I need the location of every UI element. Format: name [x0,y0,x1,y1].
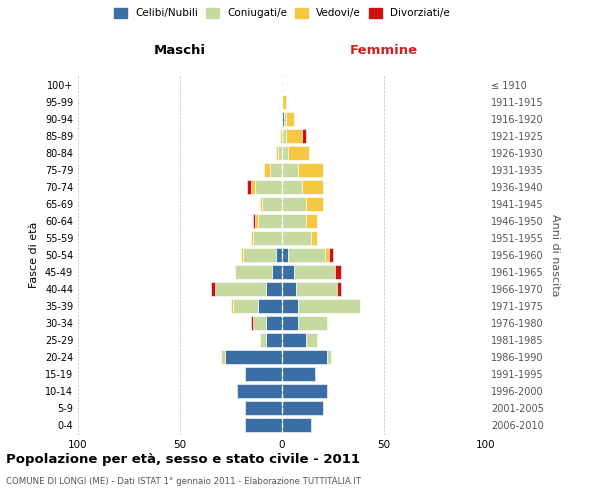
Bar [282,265,294,279]
Bar [282,384,327,398]
Bar [262,197,282,212]
Bar [256,180,282,194]
Bar [278,146,282,160]
Bar [282,350,327,364]
Bar [302,129,307,144]
Legend: Celibi/Nubili, Coniugati/e, Vedovi/e, Divorziati/e: Celibi/Nubili, Coniugati/e, Vedovi/e, Di… [114,8,450,18]
Bar [282,95,286,110]
Bar [282,332,307,347]
Bar [260,197,262,212]
Bar [282,180,302,194]
Bar [211,282,215,296]
Bar [256,214,257,228]
Bar [337,282,341,296]
Bar [251,231,253,245]
Bar [307,332,317,347]
Bar [241,248,243,262]
Bar [282,418,311,432]
Bar [276,248,282,262]
Text: Femmine: Femmine [350,44,418,58]
Bar [266,282,282,296]
Bar [257,298,282,313]
Bar [284,112,286,126]
Bar [215,282,266,296]
Bar [282,248,288,262]
Bar [276,146,278,160]
Text: COMUNE DI LONGI (ME) - Dati ISTAT 1° gennaio 2011 - Elaborazione TUTTITALIA.IT: COMUNE DI LONGI (ME) - Dati ISTAT 1° gen… [6,477,361,486]
Bar [225,350,282,364]
Bar [257,214,282,228]
Bar [253,231,282,245]
Bar [245,366,282,381]
Bar [233,298,257,313]
Bar [288,146,308,160]
Bar [282,366,314,381]
Bar [282,282,296,296]
Bar [282,146,288,160]
Bar [235,265,272,279]
Bar [221,350,225,364]
Bar [282,316,298,330]
Bar [245,418,282,432]
Bar [286,129,302,144]
Bar [302,180,323,194]
Bar [272,265,282,279]
Bar [307,214,317,228]
Bar [251,316,253,330]
Bar [231,298,233,313]
Text: Popolazione per età, sesso e stato civile - 2011: Popolazione per età, sesso e stato civil… [6,452,360,466]
Bar [325,248,329,262]
Bar [311,231,317,245]
Bar [270,163,282,178]
Bar [335,265,341,279]
Bar [298,298,359,313]
Bar [237,384,282,398]
Bar [307,197,323,212]
Bar [253,214,256,228]
Y-axis label: Fasce di età: Fasce di età [29,222,39,288]
Bar [296,282,337,296]
Bar [288,248,325,262]
Bar [260,332,266,347]
Bar [286,112,294,126]
Bar [282,231,311,245]
Bar [327,350,331,364]
Bar [282,197,307,212]
Bar [245,400,282,415]
Bar [280,129,282,144]
Bar [243,248,276,262]
Text: Maschi: Maschi [154,44,206,58]
Bar [282,112,284,126]
Bar [263,163,270,178]
Bar [247,180,251,194]
Bar [298,316,327,330]
Bar [282,163,298,178]
Bar [253,316,266,330]
Bar [282,298,298,313]
Bar [266,316,282,330]
Bar [294,265,335,279]
Bar [266,332,282,347]
Y-axis label: Anni di nascita: Anni di nascita [550,214,560,296]
Bar [282,400,323,415]
Bar [251,180,256,194]
Bar [298,163,323,178]
Bar [282,214,307,228]
Bar [329,248,333,262]
Bar [282,129,286,144]
